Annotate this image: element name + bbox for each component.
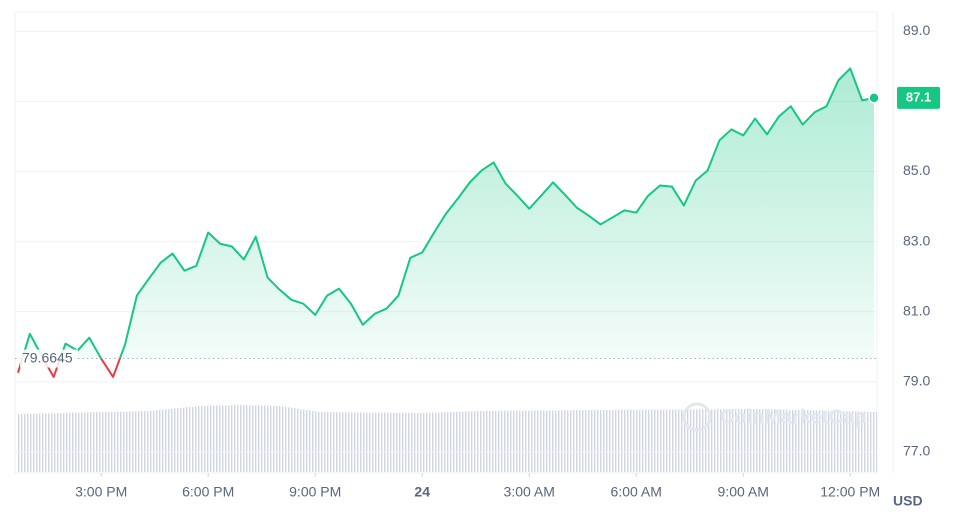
baseline-label: 79.6645: [22, 349, 73, 365]
volume-bars: [18, 405, 877, 472]
y-tick-label: 81.0: [903, 302, 930, 318]
y-tick-label: 85.0: [903, 162, 930, 178]
price-tag: [897, 86, 940, 109]
baseline-label-bg: [20, 349, 78, 368]
x-tick-label: 6:00 PM: [182, 484, 234, 500]
watermark-logo: [682, 402, 712, 432]
last-point: [868, 92, 880, 104]
watermark: CoinMarketCap: [720, 406, 867, 428]
x-tick-label: 3:00 AM: [504, 484, 555, 500]
x-tick-label: 24: [414, 484, 430, 500]
plot-frame: [14, 11, 878, 474]
y-tick-label: 77.0: [903, 443, 930, 459]
y-tick-label: 79.0: [903, 373, 930, 389]
area: [17, 68, 875, 359]
x-tick-label: 12:00 PM: [820, 484, 880, 500]
y-tick-label: 89.0: [903, 22, 930, 38]
y-tick-label: 83.0: [903, 232, 930, 248]
price-line: [21, 67, 875, 359]
price-tag-label: 87.1: [906, 89, 931, 104]
x-tick-label: 9:00 PM: [289, 484, 341, 500]
x-tick-label: 6:00 AM: [611, 484, 662, 500]
x-tick-label: 3:00 PM: [75, 484, 127, 500]
x-tick-label: 9:00 AM: [718, 484, 769, 500]
y-axis-unit: USD: [893, 493, 923, 509]
